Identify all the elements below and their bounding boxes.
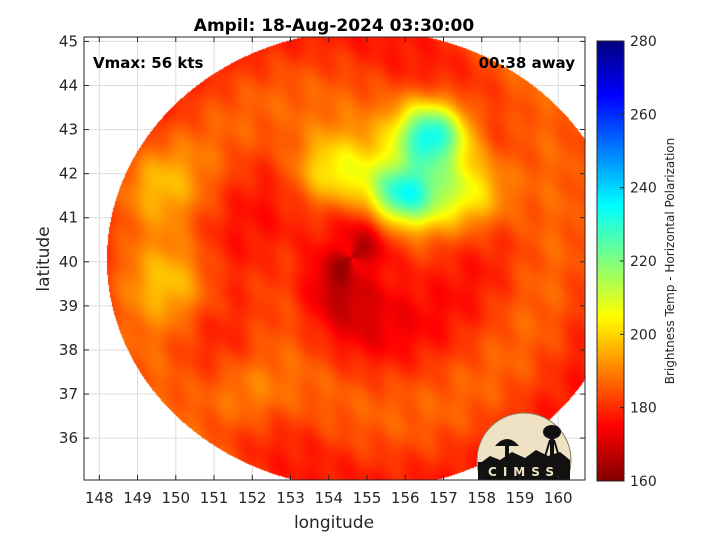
y-axis-label: latitude [34, 226, 54, 291]
y-tick-label: 37 [59, 385, 78, 403]
x-axis: 148 149 150 151 152 153 154 155 156 157 158 159 160 [85, 37, 573, 507]
chart-title: Ampil: 18-Aug-2024 03:30:00 [194, 16, 475, 36]
x-axis-label: longitude [294, 513, 374, 533]
y-tick-label: 43 [59, 121, 78, 139]
x-tick-label: 155 [353, 489, 382, 507]
y-tick-label: 40 [59, 253, 78, 271]
y-tick-label: 36 [59, 429, 78, 447]
x-tick-label: 151 [200, 489, 229, 507]
x-tick-label: 153 [276, 489, 305, 507]
y-axis: 36 37 38 39 40 41 42 43 44 45 [59, 32, 585, 447]
y-tick-label: 45 [59, 32, 78, 50]
x-tick-label: 154 [314, 489, 343, 507]
y-tick-label: 41 [59, 209, 78, 227]
y-tick-label: 38 [59, 341, 78, 359]
colorbar-label: Brightness Temp - Horizontal Polarizatio… [663, 138, 677, 385]
brightness-temp-swath [84, 37, 585, 480]
cimss-logo-text: CIMSS [488, 465, 560, 479]
colorbar-tick-label: 160 [630, 474, 657, 490]
colorbar-tick-label: 260 [630, 107, 657, 123]
colorbar-tick-label: 220 [630, 254, 657, 270]
colorbar-tick-label: 180 [630, 401, 657, 417]
x-tick-label: 156 [391, 489, 420, 507]
colorbar-tick-label: 240 [630, 181, 657, 197]
colorbar-tick-label: 200 [630, 327, 657, 343]
x-tick-label: 150 [161, 489, 190, 507]
x-tick-label: 157 [429, 489, 458, 507]
colorbar [596, 40, 625, 482]
x-tick-label: 159 [506, 489, 535, 507]
x-tick-label: 152 [238, 489, 267, 507]
vmax-label: Vmax: 56 kts [93, 54, 203, 72]
axes-frame [83, 36, 586, 481]
y-tick-label: 39 [59, 297, 78, 315]
time-offset-label: 00:38 away [479, 54, 576, 72]
colorbar-tick-label: 280 [630, 34, 657, 50]
colorbar-ticks: 160 180 200 220 240 260 280 [620, 34, 657, 490]
x-tick-label: 148 [85, 489, 114, 507]
x-tick-label: 158 [467, 489, 496, 507]
y-tick-label: 42 [59, 165, 78, 183]
cimss-logo: CIMSS [476, 412, 572, 480]
x-tick-label: 160 [544, 489, 573, 507]
x-tick-label: 149 [123, 489, 152, 507]
y-tick-label: 44 [59, 76, 78, 94]
